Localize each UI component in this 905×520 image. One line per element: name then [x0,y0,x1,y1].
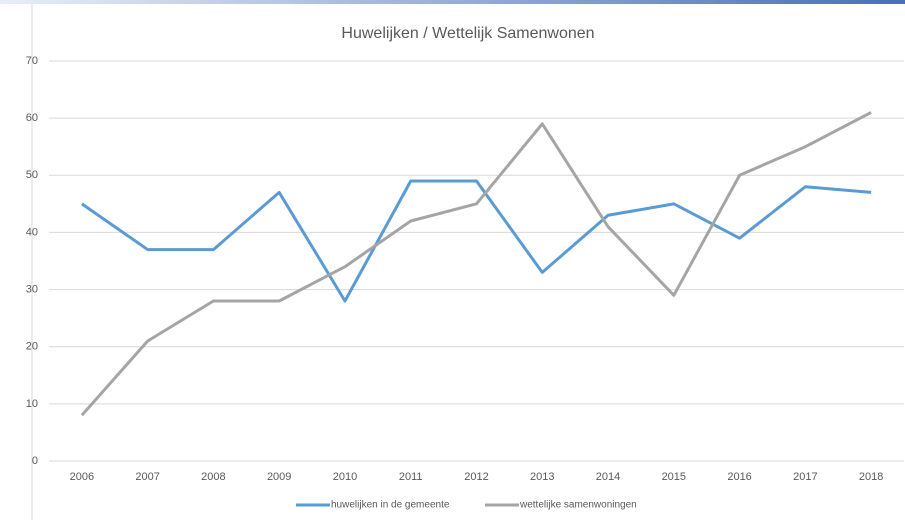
x-tick-label: 2012 [464,471,488,483]
series-line [81,179,872,303]
x-tick-label: 2009 [267,471,291,483]
x-tick-label: 2008 [201,471,225,483]
x-tick-label: 2016 [727,471,751,483]
x-tick-label: 2018 [859,471,883,483]
chart-title: Huwelijken / Wettelijk Samenwonen [341,25,594,42]
y-tick-label: 70 [26,55,38,67]
legend-label: wettelijke samenwoningen [519,500,637,511]
y-tick-label: 30 [26,283,38,295]
x-tick-label: 2010 [333,471,357,483]
y-tick-label: 0 [32,455,38,467]
top-bar [0,0,905,4]
legend-label: huwelijken in de gemeente [331,500,450,511]
y-tick-label: 60 [26,112,38,124]
y-tick-label: 40 [26,226,38,238]
x-tick-label: 2007 [135,471,159,483]
x-tick-label: 2011 [399,471,423,483]
x-tick-label: 2015 [662,471,686,483]
x-tick-label: 2017 [793,471,817,483]
y-tick-label: 50 [26,169,38,181]
y-tick-label: 20 [26,341,38,353]
x-tick-label: 2006 [70,471,94,483]
series-line [80,111,872,417]
y-tick-label: 10 [26,398,38,410]
x-tick-label: 2014 [596,471,620,483]
x-tick-label: 2013 [530,471,554,483]
